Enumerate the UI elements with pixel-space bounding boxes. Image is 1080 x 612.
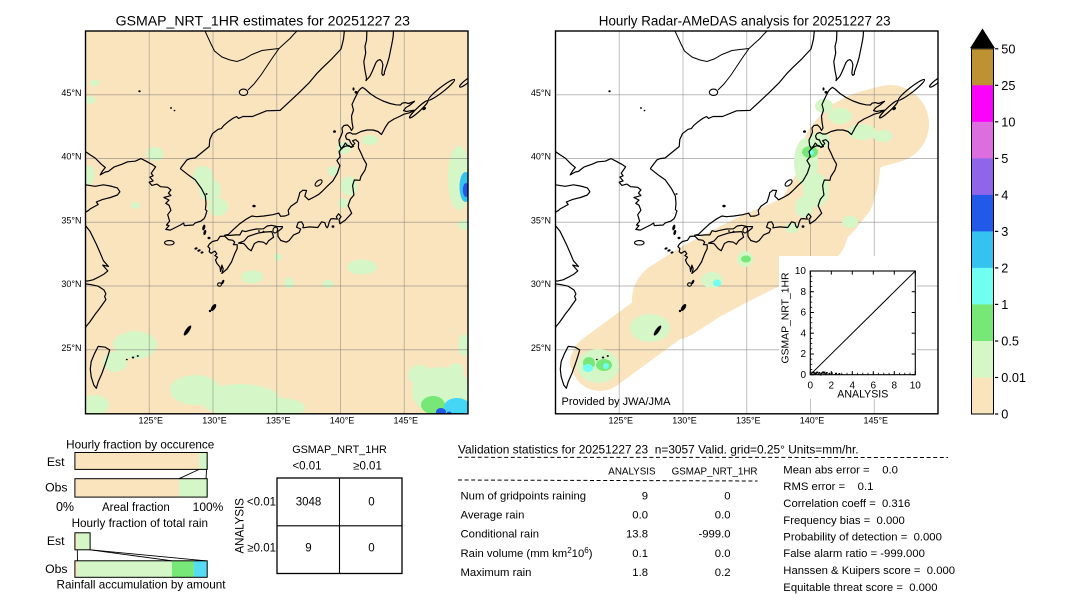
svg-text:25°N: 25°N — [531, 343, 551, 353]
svg-text:RMS error = 0.1: RMS error = 0.1 — [783, 481, 873, 493]
svg-text:0: 0 — [1001, 408, 1008, 422]
svg-text:145°E: 145°E — [393, 416, 418, 426]
svg-text:0: 0 — [368, 497, 374, 509]
svg-text:125°E: 125°E — [608, 416, 633, 426]
svg-text:6: 6 — [871, 381, 877, 392]
svg-text:2: 2 — [829, 381, 835, 392]
svg-text:25°N: 25°N — [61, 343, 81, 353]
svg-text:Frequency bias = 0.000: Frequency bias = 0.000 — [783, 515, 905, 527]
svg-text:9: 9 — [305, 543, 311, 555]
svg-text:10: 10 — [795, 266, 807, 277]
svg-text:0.01: 0.01 — [1001, 371, 1026, 385]
svg-text:8: 8 — [892, 381, 898, 392]
svg-text:135°E: 135°E — [266, 416, 291, 426]
svg-text:Correlation coeff = 0.316: Correlation coeff = 0.316 — [783, 498, 910, 510]
svg-text:45°N: 45°N — [531, 88, 551, 98]
svg-text:140°E: 140°E — [800, 416, 825, 426]
svg-text:100%: 100% — [193, 500, 224, 514]
svg-text:35°N: 35°N — [531, 215, 551, 225]
svg-text:GSMAP_NRT_1HR estimates for 20: GSMAP_NRT_1HR estimates for 20251227 23 — [116, 13, 410, 29]
svg-text:Equitable threat score = 0.00: Equitable threat score = 0.000 — [783, 582, 937, 594]
svg-text:4: 4 — [800, 328, 806, 339]
svg-text:Hourly Radar-AMeDAS analysis f: Hourly Radar-AMeDAS analysis for 2025122… — [599, 14, 891, 29]
svg-text:Average rain: Average rain — [461, 510, 525, 522]
svg-text:0: 0 — [800, 370, 806, 381]
svg-text:Mean abs error = 0.0: Mean abs error = 0.0 — [783, 465, 898, 477]
svg-text:0.0: 0.0 — [632, 510, 648, 522]
svg-text:≥0.01: ≥0.01 — [353, 461, 382, 473]
svg-text:130°E: 130°E — [672, 416, 697, 426]
svg-text:GSMAP_NRT_1HR: GSMAP_NRT_1HR — [672, 467, 758, 478]
svg-text:8: 8 — [800, 287, 806, 298]
svg-text:Est: Est — [47, 455, 65, 469]
svg-text:Rainfall accumulation by amoun: Rainfall accumulation by amount — [57, 579, 227, 592]
svg-text:Num of gridpoints raining: Num of gridpoints raining — [461, 491, 587, 503]
svg-text:GSMAP_NRT_1HR: GSMAP_NRT_1HR — [292, 444, 387, 456]
svg-text:Hanssen & Kuipers score = 0.0: Hanssen & Kuipers score = 0.000 — [783, 565, 955, 577]
svg-text:Hourly fraction of total rain: Hourly fraction of total rain — [72, 517, 208, 530]
svg-text:0: 0 — [724, 491, 730, 503]
svg-text:3048: 3048 — [296, 497, 322, 509]
svg-text:ANALYSIS: ANALYSIS — [235, 498, 247, 554]
svg-text:<0.01: <0.01 — [292, 461, 321, 473]
svg-text:ANALYSIS: ANALYSIS — [608, 467, 656, 478]
svg-text:Obs: Obs — [45, 562, 67, 576]
svg-text:ANALYSIS: ANALYSIS — [837, 389, 888, 401]
svg-text:<0.01: <0.01 — [247, 497, 276, 509]
svg-text:Rain volume (mm km2106): Rain volume (mm km2106) — [461, 546, 593, 560]
svg-text:0.1: 0.1 — [632, 548, 648, 560]
svg-text:Areal fraction: Areal fraction — [102, 502, 170, 514]
svg-text:Probability of detection = 0.: Probability of detection = 0.000 — [783, 532, 942, 544]
svg-text:0.2: 0.2 — [715, 567, 731, 579]
svg-text:140°E: 140°E — [330, 416, 355, 426]
svg-text:4: 4 — [850, 381, 856, 392]
svg-text:0.5: 0.5 — [1001, 335, 1019, 349]
svg-text:0: 0 — [808, 381, 814, 392]
svg-text:50: 50 — [1001, 42, 1015, 56]
svg-text:35°N: 35°N — [61, 215, 81, 225]
svg-text:25: 25 — [1001, 79, 1015, 93]
svg-text:0.0: 0.0 — [715, 510, 731, 522]
svg-text:6: 6 — [800, 308, 806, 319]
svg-text:45°N: 45°N — [61, 88, 81, 98]
svg-text:40°N: 40°N — [531, 152, 551, 162]
svg-text:≥0.01: ≥0.01 — [247, 543, 276, 555]
svg-text:Obs: Obs — [45, 480, 67, 494]
svg-text:2: 2 — [800, 349, 806, 360]
svg-text:False alarm ratio = -999.000: False alarm ratio = -999.000 — [783, 548, 925, 560]
svg-text:Validation statistics for 2025: Validation statistics for 20251227 23 n=… — [458, 443, 859, 457]
svg-text:130°E: 130°E — [202, 416, 227, 426]
svg-text:GSMAP_NRT_1HR: GSMAP_NRT_1HR — [781, 272, 792, 364]
svg-text:2: 2 — [1001, 262, 1008, 276]
svg-text:Est: Est — [47, 534, 65, 548]
svg-text:10: 10 — [910, 381, 922, 392]
svg-text:40°N: 40°N — [61, 152, 81, 162]
svg-text:Hourly fraction by occurence: Hourly fraction by occurence — [66, 438, 214, 451]
svg-text:0: 0 — [368, 543, 374, 555]
svg-text:5: 5 — [1001, 152, 1008, 166]
svg-text:10: 10 — [1001, 115, 1015, 129]
svg-text:Conditional rain: Conditional rain — [461, 529, 540, 541]
svg-text:0%: 0% — [56, 500, 74, 514]
svg-text:145°E: 145°E — [863, 416, 888, 426]
svg-text:30°N: 30°N — [531, 279, 551, 289]
svg-text:1: 1 — [1001, 298, 1008, 312]
svg-text:Maximum rain: Maximum rain — [461, 567, 532, 579]
svg-text:0.0: 0.0 — [715, 548, 731, 560]
svg-text:135°E: 135°E — [736, 416, 761, 426]
svg-text:9: 9 — [642, 491, 648, 503]
svg-text:3: 3 — [1001, 225, 1008, 239]
svg-text:125°E: 125°E — [138, 416, 163, 426]
svg-text:4: 4 — [1001, 189, 1008, 203]
svg-text:-999.0: -999.0 — [698, 529, 730, 541]
svg-text:1.8: 1.8 — [632, 567, 648, 579]
svg-text:30°N: 30°N — [61, 279, 81, 289]
svg-text:13.8: 13.8 — [626, 529, 648, 541]
svg-text:Provided by JWA/JMA: Provided by JWA/JMA — [562, 396, 672, 408]
